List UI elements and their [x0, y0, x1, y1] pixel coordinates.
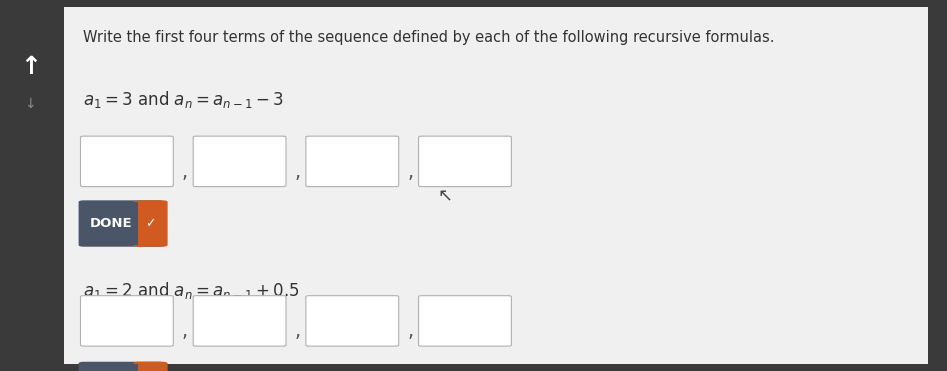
FancyBboxPatch shape	[79, 362, 164, 371]
FancyBboxPatch shape	[79, 200, 164, 247]
Bar	[83, 202, 138, 245]
Text: DONE: DONE	[89, 217, 133, 230]
FancyBboxPatch shape	[134, 362, 168, 371]
Bar	[83, 364, 138, 371]
FancyBboxPatch shape	[306, 296, 399, 346]
Text: ✓: ✓	[145, 217, 156, 230]
FancyBboxPatch shape	[64, 7, 928, 364]
FancyBboxPatch shape	[306, 136, 399, 187]
FancyBboxPatch shape	[80, 136, 173, 187]
Text: ,: ,	[407, 163, 413, 182]
Text: $a_1 = 2$ and $a_n = a_{n-1} + 0.5$: $a_1 = 2$ and $a_n = a_{n-1} + 0.5$	[83, 280, 300, 301]
Text: ,: ,	[295, 163, 300, 182]
FancyBboxPatch shape	[419, 136, 511, 187]
Text: ,: ,	[182, 322, 188, 341]
FancyBboxPatch shape	[193, 136, 286, 187]
FancyBboxPatch shape	[134, 200, 168, 247]
FancyBboxPatch shape	[419, 296, 511, 346]
Text: $a_1 = 3$ and $a_n = a_{n-1} - 3$: $a_1 = 3$ and $a_n = a_{n-1} - 3$	[83, 89, 284, 110]
FancyBboxPatch shape	[80, 296, 173, 346]
Text: Write the first four terms of the sequence defined by each of the following recu: Write the first four terms of the sequen…	[83, 30, 775, 45]
Text: ,: ,	[407, 322, 413, 341]
Text: ↑: ↑	[20, 55, 41, 79]
Text: ↓: ↓	[25, 97, 36, 111]
FancyBboxPatch shape	[193, 296, 286, 346]
Text: ,: ,	[182, 163, 188, 182]
Text: ,: ,	[295, 322, 300, 341]
Text: ↖: ↖	[438, 188, 453, 206]
